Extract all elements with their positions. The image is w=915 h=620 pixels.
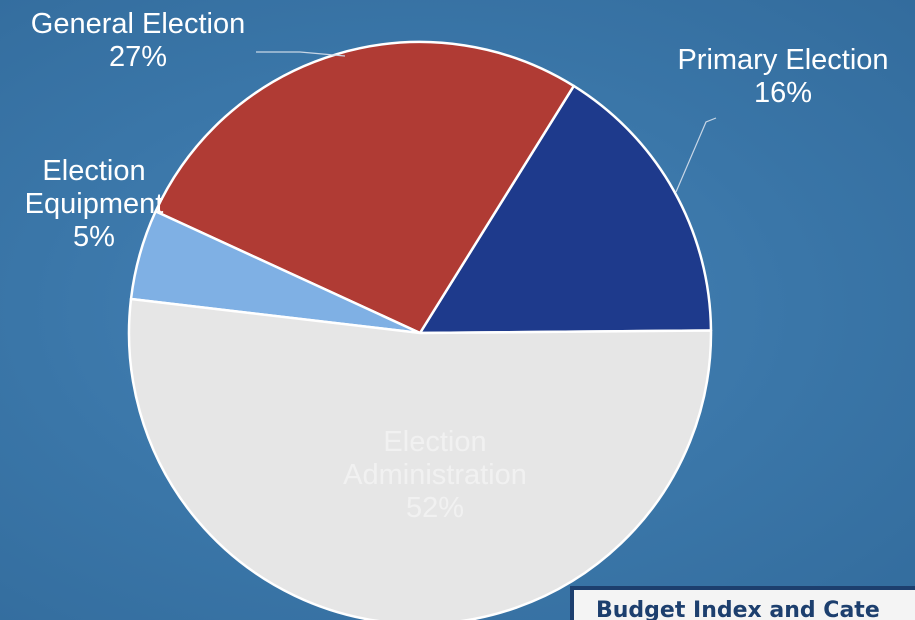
label-election-administration: Election Administration 52% — [300, 426, 570, 525]
label-general-election-name: General Election — [2, 8, 274, 41]
label-election-administration-line1: Election — [300, 426, 570, 459]
label-general-election: General Election 27% — [2, 8, 274, 74]
label-election-equipment-line2: Equipment — [6, 188, 182, 221]
label-general-election-pct: 27% — [2, 41, 274, 74]
label-election-administration-pct: 52% — [300, 492, 570, 525]
label-primary-election-pct: 16% — [652, 77, 914, 110]
label-election-equipment: Election Equipment 5% — [6, 155, 182, 254]
footer-title: Budget Index and Cate — [596, 598, 880, 620]
label-primary-election: Primary Election 16% — [652, 44, 914, 110]
label-election-equipment-pct: 5% — [6, 221, 182, 254]
label-election-administration-line2: Administration — [300, 459, 570, 492]
leader-line-primary-election — [676, 118, 716, 192]
label-election-equipment-line1: Election — [6, 155, 182, 188]
footer-title-box: Budget Index and Cate — [570, 586, 915, 620]
label-primary-election-name: Primary Election — [652, 44, 914, 77]
